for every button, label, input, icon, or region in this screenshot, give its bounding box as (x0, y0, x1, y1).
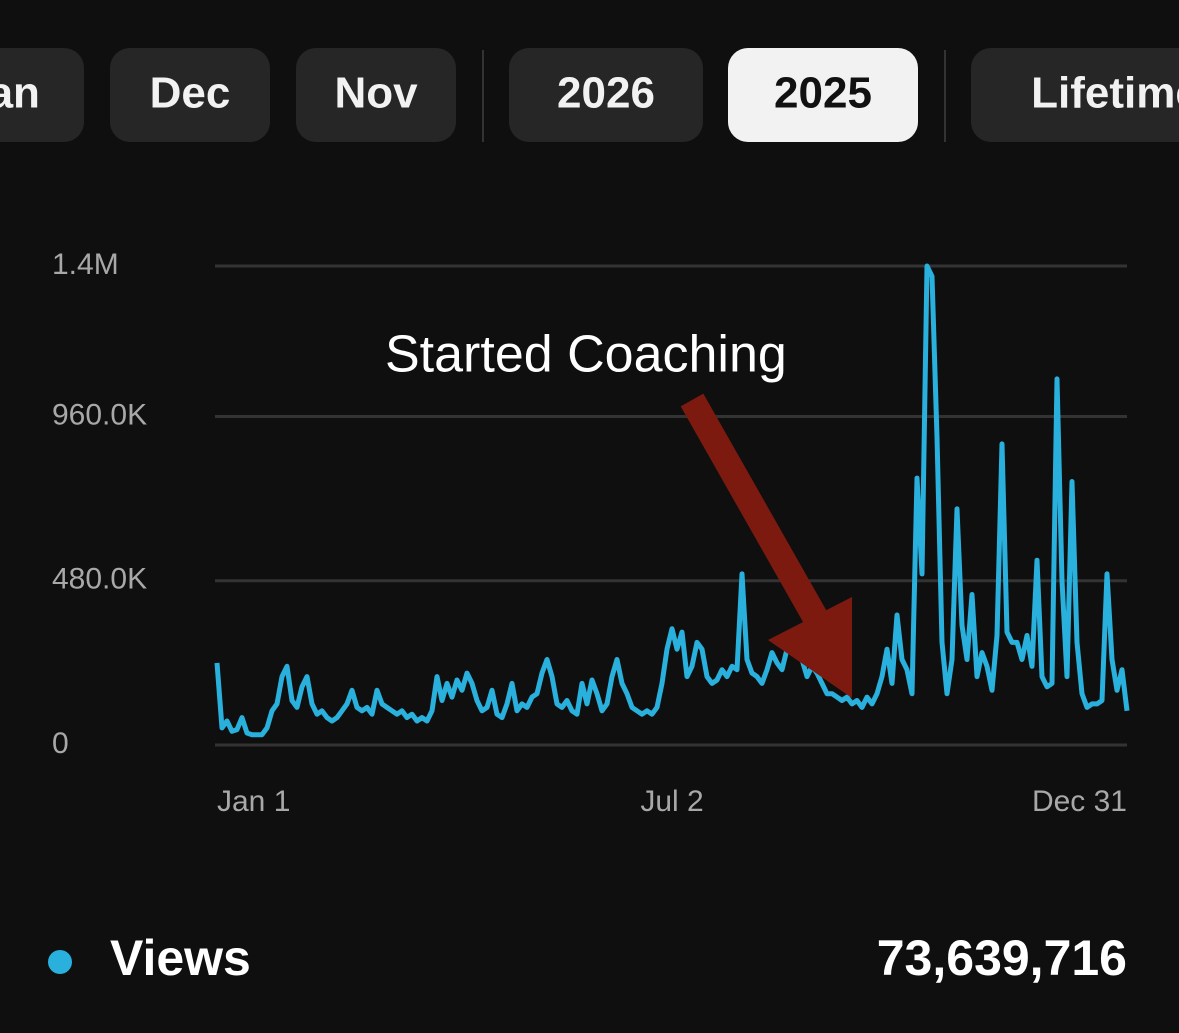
x-tick-label: Dec 31 (1032, 785, 1127, 818)
y-tick-label: 480.0K (52, 563, 147, 596)
y-tick-label: 0 (52, 727, 69, 760)
tab-label: 2025 (774, 69, 872, 118)
tab-background (971, 48, 1179, 142)
x-tick-label: Jul 2 (640, 785, 703, 818)
tab[interactable]: 2026 (509, 48, 703, 142)
tab[interactable]: Dec (110, 48, 270, 142)
arrow-shaft (680, 393, 830, 629)
tab-label: Dec (150, 69, 231, 118)
legend-label: Views (110, 930, 251, 986)
tab[interactable]: Nov (296, 48, 456, 142)
y-tick-label: 1.4M (52, 248, 119, 281)
arrow (680, 393, 852, 698)
tab-background (296, 48, 456, 142)
tab-bar: Jan Dec Nov 2026 2025 Lifetime (0, 48, 1179, 142)
total-value: 73,639,716 (877, 930, 1127, 986)
tab-label: Jan (0, 69, 40, 118)
tab-background (509, 48, 703, 142)
y-tick-label: 960.0K (52, 398, 147, 431)
annotation: Started Coaching (385, 326, 787, 384)
legend-dot (48, 950, 72, 974)
tab-background (728, 48, 918, 142)
tab-label: 2026 (557, 69, 655, 118)
chart: 0 480.0K 960.0K 1.4M Jan 1 Jul 2 Dec 31 (52, 248, 1130, 818)
tab-label: Nov (334, 69, 418, 118)
tab[interactable]: Jan (0, 48, 84, 142)
arrow-head (768, 597, 852, 698)
tab-background (0, 48, 84, 142)
tab-label: Lifetime (1031, 69, 1179, 118)
tab[interactable]: Lifetime (971, 48, 1179, 142)
data-line (214, 263, 1130, 738)
tab-background (110, 48, 270, 142)
x-tick-label: Jan 1 (217, 785, 290, 818)
tab[interactable]: 2025 (728, 48, 918, 142)
